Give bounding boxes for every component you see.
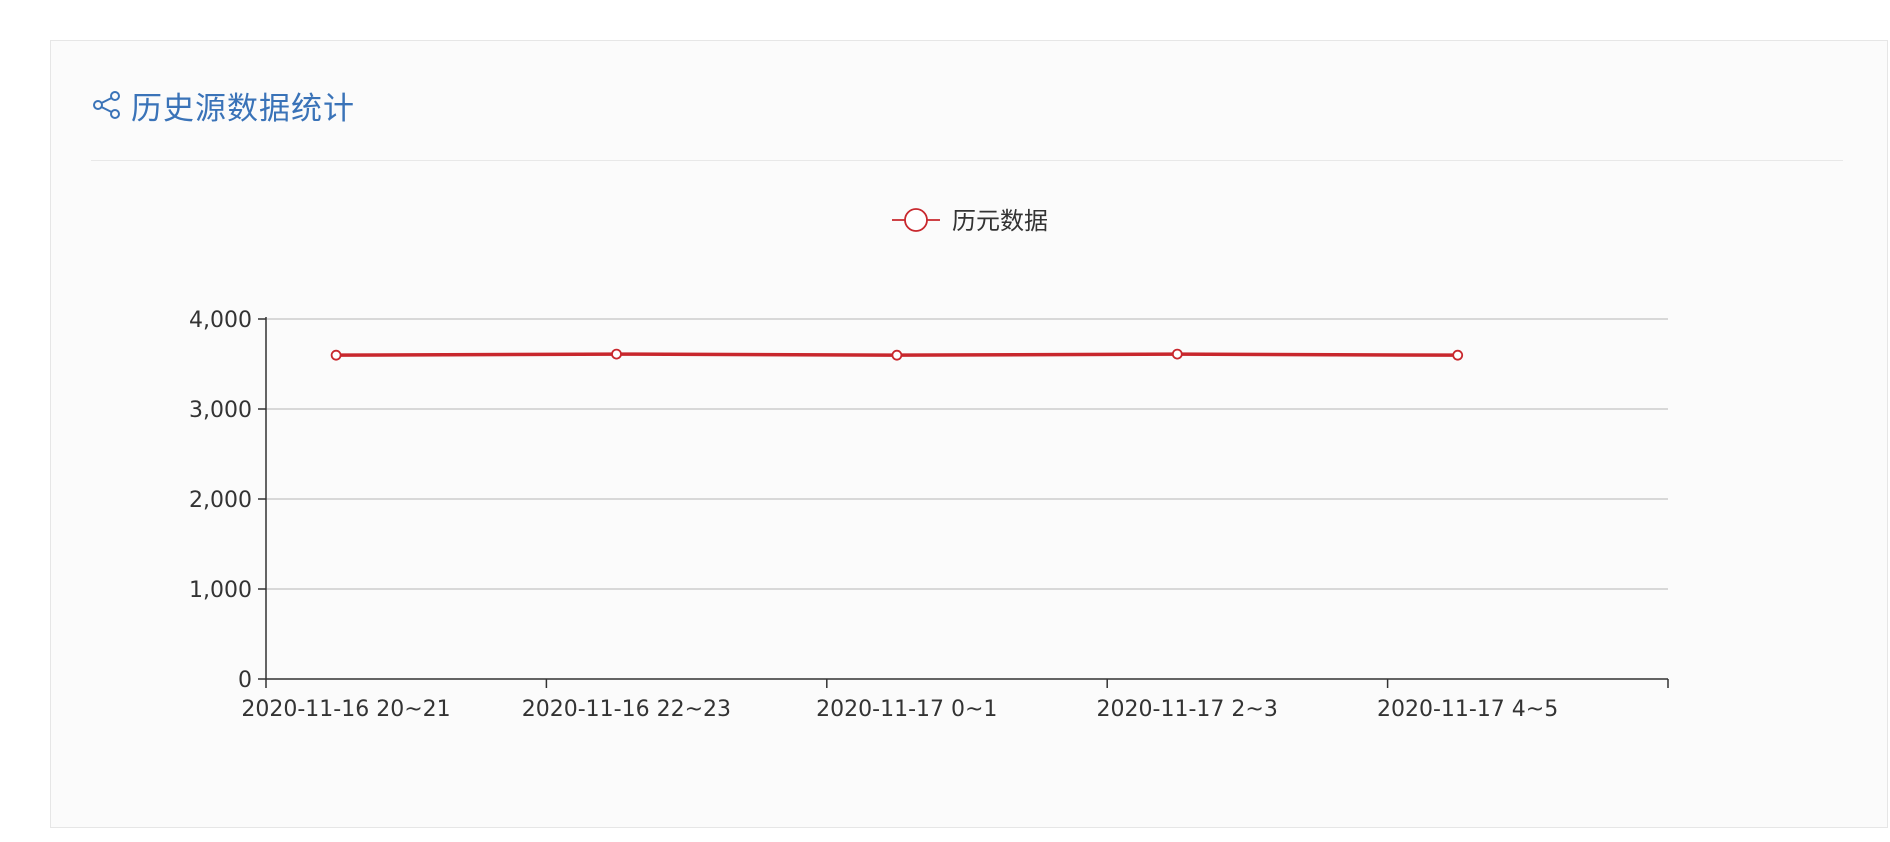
x-tick-label: 2020-11-17 0~1 [816,697,997,722]
data-point[interactable] [611,348,622,360]
data-point[interactable] [891,349,903,361]
panel-title: 历史源数据统计 [131,90,355,127]
panel-header: 历史源数据统计 [91,85,355,127]
y-tick-label: 4,000 [189,308,252,333]
data-point[interactable] [1452,349,1464,361]
share-icon[interactable] [91,89,123,121]
legend-label[interactable]: 历元数据 [952,207,1048,235]
y-tick-label: 2,000 [189,488,252,513]
header-divider [91,160,1843,161]
chart-panel: 历史源数据统计 [50,40,1888,828]
x-tick-label: 2020-11-16 22~23 [522,697,731,722]
data-point[interactable] [330,349,342,361]
x-tick-label: 2020-11-17 2~3 [1097,697,1278,722]
y-tick-label: 3,000 [189,398,252,423]
x-tick-label: 2020-11-17 4~5 [1377,697,1558,722]
y-tick-label: 0 [238,668,252,693]
y-tick-label: 1,000 [189,578,252,603]
x-tick-label: 2020-11-16 20~21 [241,697,450,722]
data-point[interactable] [1171,348,1183,360]
legend-marker[interactable] [904,208,928,232]
